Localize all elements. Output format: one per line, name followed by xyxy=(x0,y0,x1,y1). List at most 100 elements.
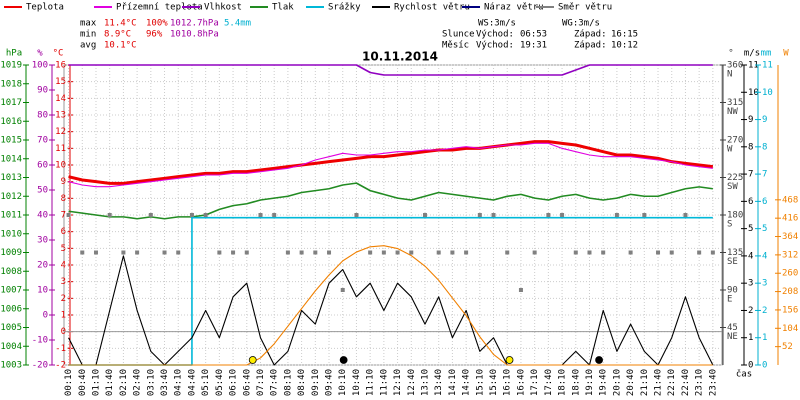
stat-pct: 96% xyxy=(146,30,163,40)
temp-tick-label: 14 xyxy=(55,94,66,104)
mm-tick-label: 2 xyxy=(762,306,767,316)
pct-axis-title: % xyxy=(37,49,43,59)
ms-tick-label: 6 xyxy=(748,197,753,207)
x-tick-label: 17:10 xyxy=(530,369,540,396)
hpa-tick-label: 1018 xyxy=(0,79,22,89)
wind-direction-mark xyxy=(162,250,167,255)
ms-tick-label: 11 xyxy=(748,61,759,71)
wind-direction-mark xyxy=(532,250,537,255)
x-tick-label: 06:10 xyxy=(229,369,239,396)
x-tick-label: 15:40 xyxy=(489,369,499,396)
wind-direction-mark xyxy=(395,250,400,255)
x-tick-label: 08:10 xyxy=(283,369,293,396)
temp-tick-label: 10 xyxy=(55,161,66,171)
legend-label: Náraz větru xyxy=(484,3,544,13)
mm-tick-label: 3 xyxy=(762,279,767,289)
temp-tick-label: 15 xyxy=(55,77,66,87)
x-tick-label: 01:10 xyxy=(91,369,101,396)
wind-direction-mark xyxy=(381,250,386,255)
wind-direction-mark xyxy=(422,213,427,217)
pct-tick-label: -20 xyxy=(32,361,48,371)
x-tick-label: 13:40 xyxy=(434,369,444,396)
compass-label: SW xyxy=(727,182,738,192)
x-tick-label: 12:10 xyxy=(393,369,403,396)
hpa-tick-label: 1003 xyxy=(0,361,22,371)
pct-tick-label: 70 xyxy=(37,136,48,146)
wind-direction-mark xyxy=(697,250,702,255)
x-tick-label: 03:40 xyxy=(160,369,170,396)
mm-tick-label: 6 xyxy=(762,197,767,207)
ms-tick-label: 7 xyxy=(748,170,753,180)
x-tick-label: 02:10 xyxy=(119,369,129,396)
hpa-tick-label: 1019 xyxy=(0,61,22,71)
pct-tick-label: 10 xyxy=(37,286,48,296)
compass-label: N xyxy=(727,70,732,80)
series-line xyxy=(68,182,713,220)
legend-label: Vlhkost xyxy=(204,3,242,13)
stat-hpa: 1010.8hPa xyxy=(170,30,219,40)
dir-tick-label: 360 xyxy=(727,61,743,71)
wind-direction-mark xyxy=(491,213,496,217)
hpa-axis-title: hPa xyxy=(6,49,22,59)
wind-direction-mark xyxy=(176,250,181,255)
w-tick-label: 468 xyxy=(782,195,798,205)
x-tick-label: 14:10 xyxy=(448,369,458,396)
moon-set-label: Západ: xyxy=(574,41,607,51)
temp-tick-label: 16 xyxy=(55,61,66,71)
sun-rise: 06:53 xyxy=(520,30,547,40)
temp-tick-label: 0 xyxy=(61,327,66,337)
wind-direction-mark xyxy=(477,213,482,217)
wind-direction-mark xyxy=(614,213,619,217)
pct-tick-label: 50 xyxy=(37,186,48,196)
ms-tick-label: 4 xyxy=(748,251,753,261)
hpa-tick-label: 1005 xyxy=(0,323,22,333)
hpa-tick-label: 1009 xyxy=(0,248,22,258)
wind-direction-mark xyxy=(203,213,208,217)
series-line xyxy=(68,64,713,76)
wind-gust: WG:3m/s xyxy=(562,19,600,29)
sun-set-label: Západ: xyxy=(574,30,607,40)
series-line xyxy=(68,255,714,366)
pct-tick-label: 80 xyxy=(37,111,48,121)
compass-label: NW xyxy=(727,107,738,117)
mm-tick-label: 1 xyxy=(762,333,767,343)
temp-tick-label: 3 xyxy=(61,277,66,287)
hpa-tick-label: 1004 xyxy=(0,342,22,352)
wind-direction-mark xyxy=(244,250,249,255)
x-tick-label: 19:10 xyxy=(585,369,595,396)
x-tick-label: 09:40 xyxy=(325,369,335,396)
wind-direction-mark xyxy=(656,250,661,255)
ms-tick-label: 5 xyxy=(748,224,753,234)
temp-tick-label: 12 xyxy=(55,127,66,137)
wind-direction-mark xyxy=(505,250,510,255)
stat-label: max xyxy=(80,19,97,29)
moon-rise: 19:31 xyxy=(520,41,547,51)
mm-tick-label: 5 xyxy=(762,224,767,234)
wind-direction-mark xyxy=(642,213,647,217)
x-tick-label: 12:40 xyxy=(407,369,417,396)
stat-temp: 8.9°C xyxy=(104,30,131,40)
x-tick-label: 11:10 xyxy=(366,369,376,396)
dir-tick-label: 45 xyxy=(727,323,738,333)
x-tick-label: 16:10 xyxy=(503,369,513,396)
sun-rise-label: Východ: xyxy=(476,30,514,40)
stat-pct: 100% xyxy=(146,19,168,29)
legend-label: Teplota xyxy=(26,3,64,13)
w-tick-label: 416 xyxy=(782,214,798,224)
stat-label: min xyxy=(80,30,96,40)
moon-rise-marker xyxy=(595,356,603,364)
wind-direction-mark xyxy=(231,250,236,255)
pct-tick-label: 60 xyxy=(37,161,48,171)
hpa-tick-label: 1006 xyxy=(0,304,22,314)
ms-tick-label: 0 xyxy=(748,361,753,371)
x-tick-label: 21:10 xyxy=(640,369,650,396)
wind-direction-mark xyxy=(354,213,359,217)
x-tick-label: 23:10 xyxy=(695,369,705,396)
x-tick-label: 04:10 xyxy=(174,369,184,396)
ms-axis-title: m/s xyxy=(744,49,760,59)
series-line xyxy=(68,245,713,366)
wind-direction-mark xyxy=(80,250,85,255)
hpa-tick-label: 1012 xyxy=(0,192,22,202)
wind-speed: WS:3m/s xyxy=(478,19,516,29)
wind-direction-mark xyxy=(121,250,126,255)
